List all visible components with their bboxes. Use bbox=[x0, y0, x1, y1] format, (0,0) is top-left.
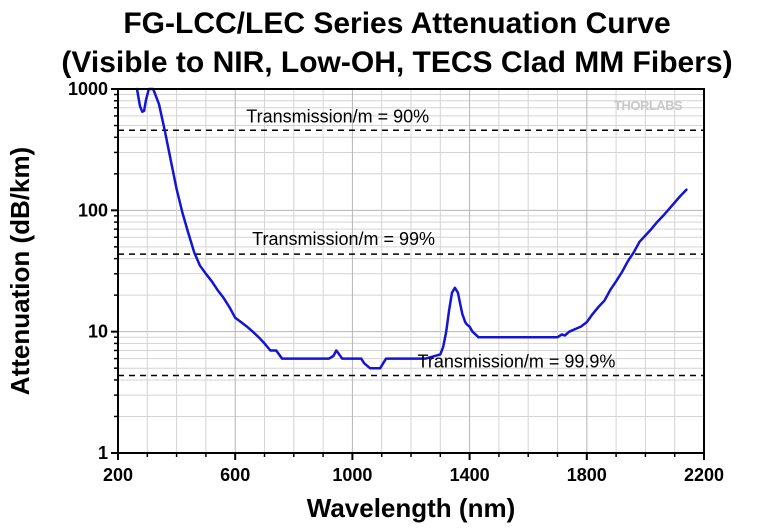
plot-area: THORLABS bbox=[117, 87, 705, 454]
y-axis-title: Attenuation (dB/km) bbox=[5, 147, 35, 395]
reference-lines bbox=[118, 129, 704, 377]
attenuation-series-line bbox=[135, 87, 688, 370]
series-group bbox=[135, 87, 688, 370]
chart-title: FG-LCC/LEC Series Attenuation Curve bbox=[123, 7, 670, 40]
y-tick-label: 1 bbox=[98, 443, 108, 463]
y-tick-label: 100 bbox=[78, 200, 108, 220]
x-tick-label: 1800 bbox=[567, 465, 607, 485]
x-tick-label: 1000 bbox=[332, 465, 372, 485]
x-tick-label: 2200 bbox=[684, 465, 724, 485]
annotation-text: Transmission/m = 99.9% bbox=[418, 352, 616, 372]
y-tick-label: 1000 bbox=[68, 79, 108, 99]
grid bbox=[118, 89, 704, 453]
annotation-text: Transmission/m = 99% bbox=[252, 229, 435, 249]
x-tick-label: 1400 bbox=[450, 465, 490, 485]
thorlabs-logo: THORLABS bbox=[614, 98, 683, 113]
chart-subtitle: (Visible to NIR, Low-OH, TECS Clad MM Fi… bbox=[61, 46, 732, 79]
annotations: Transmission/m = 90% Transmission/m = 99%… bbox=[246, 106, 615, 371]
annotation-text: Transmission/m = 90% bbox=[246, 106, 429, 126]
axis-ticks: 200 600 1000 1400 1800 2200 1 10 100 1000 bbox=[68, 79, 724, 485]
x-axis-title: Wavelength (nm) bbox=[307, 493, 515, 523]
x-tick-label: 600 bbox=[220, 465, 250, 485]
y-tick-label: 10 bbox=[88, 322, 108, 342]
x-tick-label: 200 bbox=[103, 465, 133, 485]
